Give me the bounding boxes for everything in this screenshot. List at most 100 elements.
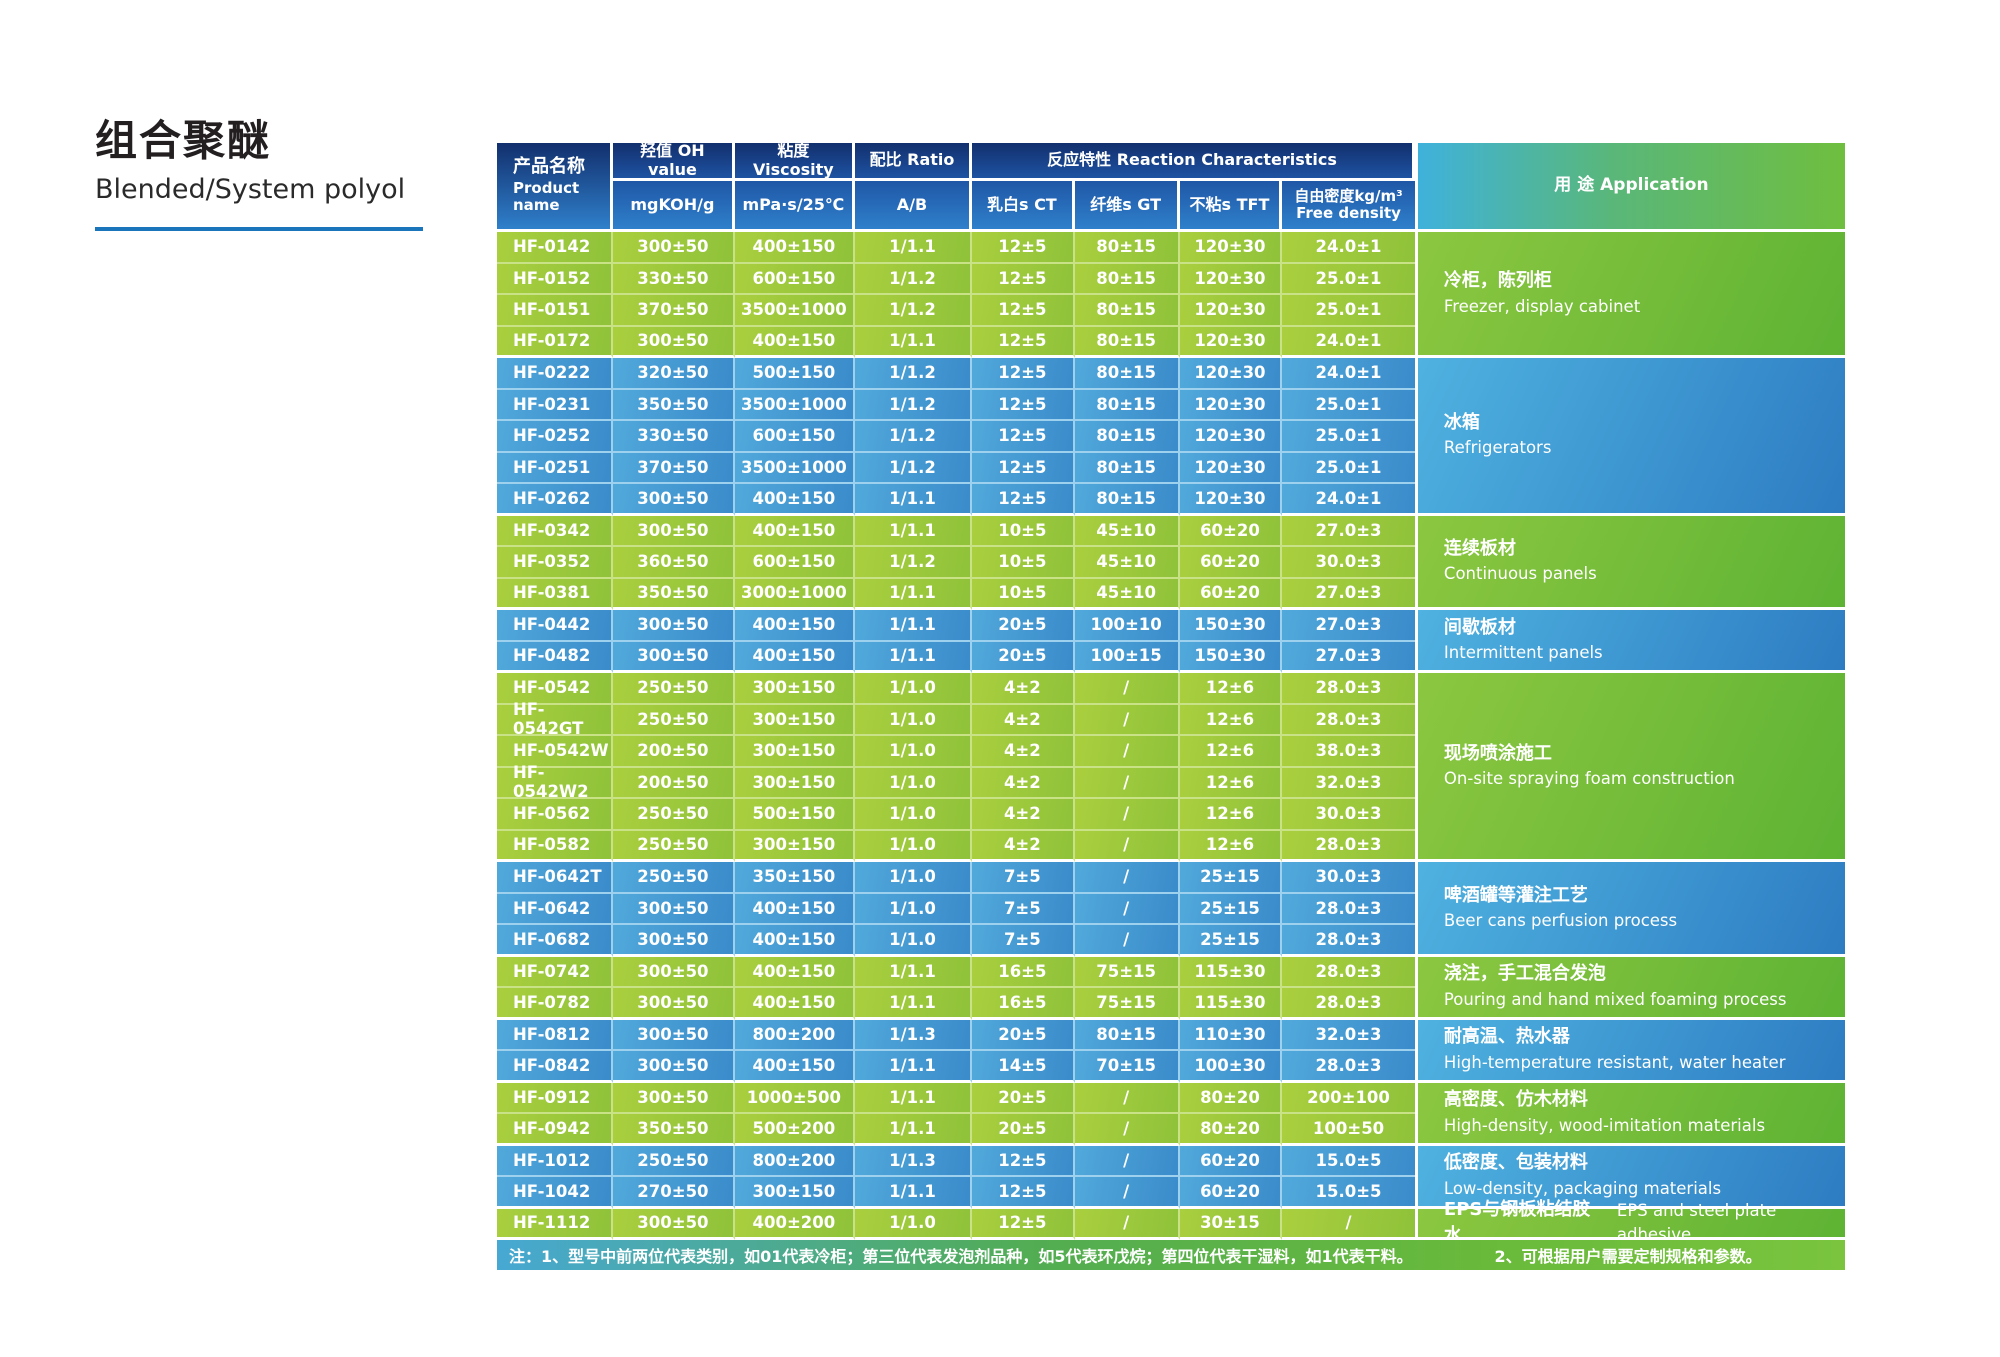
application-en: Pouring and hand mixed foaming process [1443, 989, 1787, 1009]
value-cell: 1/1.1 [854, 232, 973, 264]
value-cell: 400±150 [734, 484, 855, 516]
application-en: Intermittent panels [1443, 643, 1603, 663]
value-cell: 300±50 [612, 610, 735, 642]
product-name-cell: HF-0562 [497, 799, 613, 831]
value-cell: 3500±1000 [734, 452, 855, 484]
product-name-cell: HF-0642 [497, 893, 613, 925]
value-cell: 250±50 [612, 673, 735, 705]
product-name-cell: HF-0342 [497, 515, 613, 547]
value-cell: 12±5 [972, 484, 1075, 516]
value-cell: 28.0±3 [1282, 893, 1415, 925]
value-cell: 60±20 [1179, 547, 1283, 579]
value-cell: 1/1.2 [854, 295, 973, 327]
value-cell: 100±15 [1074, 641, 1180, 673]
value-cell: 350±50 [612, 389, 735, 421]
value-cell: 12±6 [1179, 767, 1283, 799]
product-name-cell: HF-0542 [497, 673, 613, 705]
product-name-cell: HF-0582 [497, 830, 613, 862]
application-en: High-density, wood-imitation materials [1443, 1115, 1766, 1135]
application-cell: 浇注，手工混合发泡 Pouring and hand mixed foaming … [1414, 956, 1845, 1020]
value-cell: 80±20 [1179, 1082, 1283, 1114]
value-cell: 80±15 [1074, 295, 1180, 327]
application-zh: 间歇板材 [1443, 616, 1516, 638]
value-cell: 1/1.2 [854, 389, 973, 421]
value-cell: 12±5 [972, 1145, 1075, 1177]
value-cell: 80±20 [1179, 1114, 1283, 1146]
value-cell: / [1074, 799, 1180, 831]
value-cell: 300±150 [734, 767, 855, 799]
value-cell: 80±15 [1074, 1019, 1180, 1051]
application-cell: 现场喷涂施工 On-site spraying foam construction [1414, 673, 1845, 862]
value-cell: 27.0±3 [1282, 515, 1415, 547]
value-cell: / [1074, 1177, 1180, 1209]
value-cell: 300±50 [612, 893, 735, 925]
value-cell: 25.0±1 [1282, 452, 1415, 484]
value-cell: 300±50 [612, 641, 735, 673]
value-cell: 30.0±3 [1282, 862, 1415, 894]
value-cell: 12±5 [972, 452, 1075, 484]
value-cell: 3500±1000 [734, 389, 855, 421]
value-cell: 12±5 [972, 389, 1075, 421]
value-cell: 370±50 [612, 452, 735, 484]
value-cell: 24.0±1 [1282, 232, 1415, 264]
value-cell: 14±5 [972, 1051, 1075, 1083]
value-cell: 4±2 [972, 736, 1075, 768]
value-cell: 360±50 [612, 547, 735, 579]
value-cell: 7±5 [972, 925, 1075, 957]
value-cell: 330±50 [612, 263, 735, 295]
value-cell: 24.0±1 [1282, 358, 1415, 390]
value-cell: 1/1.3 [854, 1145, 973, 1177]
value-cell: 1/1.0 [854, 767, 973, 799]
value-cell: 80±15 [1074, 389, 1180, 421]
header-tack-free-time: 不粘s TFT [1179, 181, 1283, 232]
value-cell: 12±5 [972, 358, 1075, 390]
application-cell: EPS与钢板粘结胶水 EPS and steel plate adhesive [1414, 1199, 1845, 1246]
product-name-cell: HF-0842 [497, 1051, 613, 1083]
value-cell: 115±30 [1179, 956, 1283, 988]
value-cell: 4±2 [972, 767, 1075, 799]
value-cell: 300±150 [734, 830, 855, 862]
value-cell: 25.0±1 [1282, 295, 1415, 327]
page-subtitle: Blended/System polyol [95, 174, 406, 206]
value-cell: 24.0±1 [1282, 484, 1415, 516]
application-zh: 高密度、仿木材料 [1443, 1089, 1588, 1111]
header-free-density-zh: 自由密度kg/m³ [1294, 186, 1403, 205]
footer-note: 注：1、型号中前两位代表类别，如01代表冷柜；第三位代表发泡剂品种，如5代表环戊… [497, 1240, 1845, 1270]
value-cell: 300±150 [734, 1177, 855, 1209]
value-cell: / [1074, 1114, 1180, 1146]
header-product-name-en: Product name [513, 179, 580, 215]
value-cell: 400±150 [734, 326, 855, 358]
value-cell: 16±5 [972, 956, 1075, 988]
value-cell: 45±10 [1074, 578, 1180, 610]
value-cell: 1/1.2 [854, 421, 973, 453]
value-cell: 300±50 [612, 1082, 735, 1114]
value-cell: / [1074, 830, 1180, 862]
value-cell: / [1074, 862, 1180, 894]
value-cell: 150±30 [1179, 641, 1283, 673]
application-cell: 冰箱 Refrigerators [1414, 358, 1845, 516]
value-cell: 1/1.0 [854, 1208, 973, 1240]
value-cell: 4±2 [972, 704, 1075, 736]
value-cell: 1/1.2 [854, 547, 973, 579]
value-cell: 12±5 [972, 295, 1075, 327]
product-name-cell: HF-0682 [497, 925, 613, 957]
value-cell: 120±30 [1179, 484, 1283, 516]
application-zh: 低密度、包装材料 [1443, 1152, 1588, 1174]
product-name-cell: HF-0172 [497, 326, 613, 358]
value-cell: 25.0±1 [1282, 421, 1415, 453]
value-cell: 400±150 [734, 610, 855, 642]
value-cell: 330±50 [612, 421, 735, 453]
value-cell: 500±150 [734, 358, 855, 390]
value-cell: 400±150 [734, 641, 855, 673]
product-name-cell: HF-0642T [497, 862, 613, 894]
product-name-cell: HF-0142 [497, 232, 613, 264]
application-zh: 耐高温、热水器 [1443, 1026, 1570, 1048]
value-cell: 25±15 [1179, 862, 1283, 894]
application-zh: 啤酒罐等灌注工艺 [1443, 884, 1588, 906]
header-ratio: 配比 Ratio [854, 143, 973, 181]
value-cell: 15.0±5 [1282, 1177, 1415, 1209]
value-cell: 4±2 [972, 799, 1075, 831]
value-cell: 1/1.1 [854, 610, 973, 642]
value-cell: 1/1.0 [854, 799, 973, 831]
value-cell: 10±5 [972, 515, 1075, 547]
